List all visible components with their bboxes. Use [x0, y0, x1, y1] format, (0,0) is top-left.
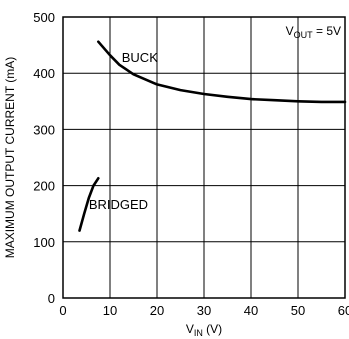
vout-annotation: VOUT = 5V [286, 24, 341, 40]
x-tick-label: 10 [103, 303, 117, 318]
y-tick-label: 500 [33, 10, 55, 25]
y-axis-title: MAXIMUM OUTPUT CURRENT (mA) [3, 57, 17, 259]
y-tick-label: 0 [48, 291, 55, 306]
x-tick-label: 30 [197, 303, 211, 318]
y-tick-label: 400 [33, 66, 55, 81]
y-tick-label: 300 [33, 122, 55, 137]
y-tick-label: 100 [33, 235, 55, 250]
buck-label: BUCK [122, 50, 158, 65]
series-lines [78, 40, 347, 232]
x-axis-title: VIN (V) [186, 322, 222, 338]
x-tick-label: 0 [59, 303, 66, 318]
plot-area-frame [62, 16, 346, 299]
x-tick-label: 50 [291, 303, 305, 318]
x-tick-label: 20 [150, 303, 164, 318]
buck-line [97, 40, 347, 104]
bridged-line [78, 177, 100, 232]
grid-lines [63, 17, 345, 298]
y-tick-label: 200 [33, 179, 55, 194]
x-tick-label: 60 [338, 303, 349, 318]
series-labels: BUCK BRIDGED [89, 50, 158, 212]
axis-ticks: 0 10 20 30 40 50 60 0 100 200 300 400 500 [33, 10, 349, 318]
x-tick-label: 40 [244, 303, 258, 318]
bridged-label: BRIDGED [89, 197, 148, 212]
